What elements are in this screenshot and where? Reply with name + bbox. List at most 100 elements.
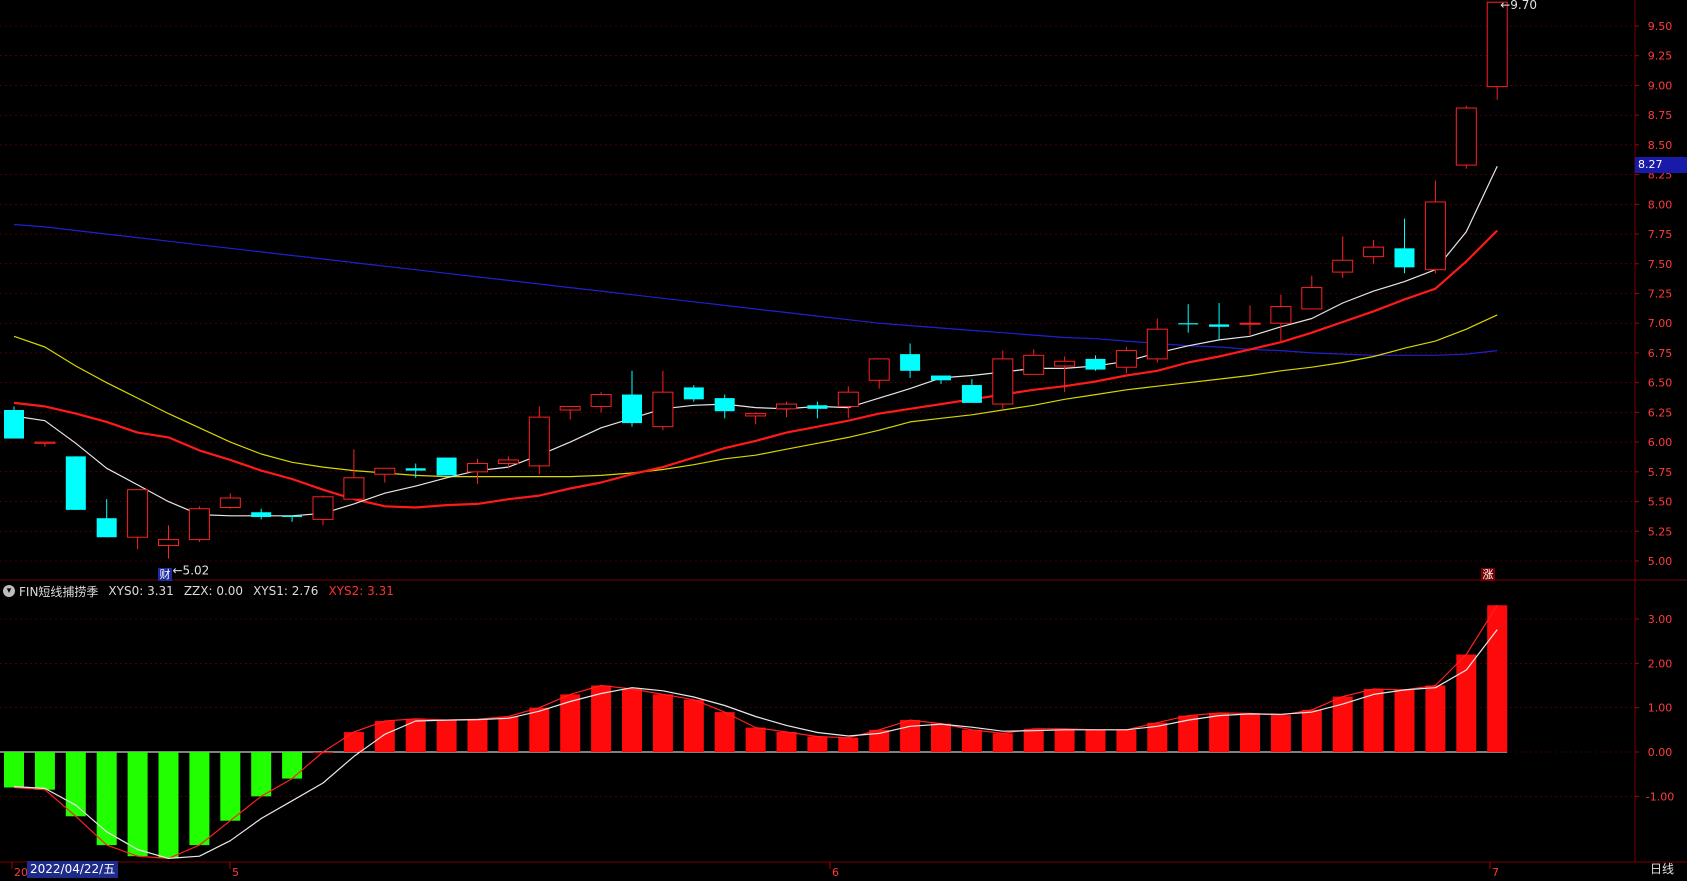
candlestick [374,467,396,483]
candlestick [622,370,642,427]
candlestick [992,350,1014,409]
candlestick [1054,356,1076,393]
candle-body [837,391,859,407]
candlestick [436,457,457,476]
xys0-value: XYS0: 3.31 [108,584,174,598]
candlestick [683,385,704,402]
candle-body [931,375,951,381]
candlestick [931,375,951,384]
candle-body [374,467,396,475]
candlestick [559,405,581,420]
price-tick-label: 8.00 [1648,198,1673,211]
candle-body [1085,358,1106,370]
indicator-bar [343,732,364,752]
indicator-bar [189,752,210,846]
candle-body [1486,1,1508,88]
indicator-bar [34,752,55,790]
candle-body [652,391,674,428]
date-axis-month-7: 7 [1492,866,1499,879]
candle-body [622,394,642,424]
candle-body [497,459,519,465]
high-price-label: ←9.70 [1500,0,1537,12]
indicator-bar [96,752,117,846]
chevron-down-icon[interactable]: ▾ [3,585,15,597]
price-tick-label: 6.50 [1648,377,1673,390]
candlestick [1486,1,1508,100]
indicator-bar [1363,689,1384,752]
candlestick [776,401,797,418]
candle-body [714,398,735,412]
ma10-line [13,229,1498,509]
indicator-bar [127,752,148,857]
indicator-bar [931,723,951,752]
ma20-line [13,314,1498,478]
indicator-bar [1394,689,1415,752]
date-axis-first: 20 [14,866,28,879]
candle-body [1424,201,1446,271]
candle-body [992,358,1014,405]
candle-body [776,403,797,410]
zzx-value: ZZX: 0.00 [183,584,244,598]
candlestick [127,489,149,550]
indicator-bar [1147,722,1168,752]
candlestick [1146,318,1168,363]
candlestick [1301,275,1323,310]
price-tick-label: 7.00 [1648,317,1673,330]
candle-body [312,496,334,520]
indicator-bar [869,729,890,752]
candlestick [868,358,890,389]
price-tick-label: 7.25 [1648,288,1673,301]
indicator-bar [220,752,241,821]
candle-body [34,441,56,444]
indicator-bar [1487,605,1508,752]
candle-body [1394,248,1415,268]
candlestick [96,499,117,538]
indicator-tick-label: 3.00 [1648,613,1673,626]
indicator-bar [1270,715,1291,752]
indicator-bar [467,719,488,752]
candle-body [343,477,365,500]
finance-marker[interactable]: 财 [158,568,172,581]
ma60-line [13,223,1498,356]
candlestick [4,406,24,439]
candle-body [1332,259,1354,273]
candle-body [961,385,982,403]
indicator-bar [1456,654,1477,752]
indicator-tick-label: 1.00 [1648,702,1673,715]
indicator-bar [961,729,982,752]
price-tick-label: 9.00 [1648,79,1673,92]
indicator-bar [282,752,303,779]
indicator-bar [1085,729,1106,752]
limit-up-marker[interactable]: 涨 [1481,568,1495,581]
candlestick [312,495,334,526]
price-tick-label: 8.50 [1648,139,1673,152]
candle-body [65,456,86,510]
period-label[interactable]: 日线 [1650,862,1675,876]
indicator-bar [1332,696,1353,752]
candlestick [1455,105,1477,169]
candlestick [1085,355,1106,371]
candlestick [34,441,56,447]
candlestick [1363,240,1385,264]
indicator-bar [652,694,673,752]
candlestick [807,401,828,419]
price-tick-label: 8.75 [1648,109,1673,122]
candle-body [900,354,921,371]
candlestick [65,456,86,510]
indicator-name[interactable]: FIN短线捕捞季 [19,584,99,599]
candle-body [127,489,149,538]
indicator-bar [158,752,179,859]
price-tick-label: 6.25 [1648,406,1673,419]
indicator-bar [560,694,581,752]
indicator-bar [591,685,612,752]
indicator-bar [745,727,766,752]
price-tick-label: 6.75 [1648,347,1673,360]
indicator-header: ▾ FIN短线捕捞季 XYS0: 3.31 ZZX: 0.00 XYS1: 2.… [0,580,404,602]
date-axis-month-5: 5 [232,866,239,879]
indicator-bar [436,720,457,752]
candlestick [497,456,519,469]
candlestick [837,386,859,419]
candle-body [282,515,303,518]
candlestick [961,379,982,403]
